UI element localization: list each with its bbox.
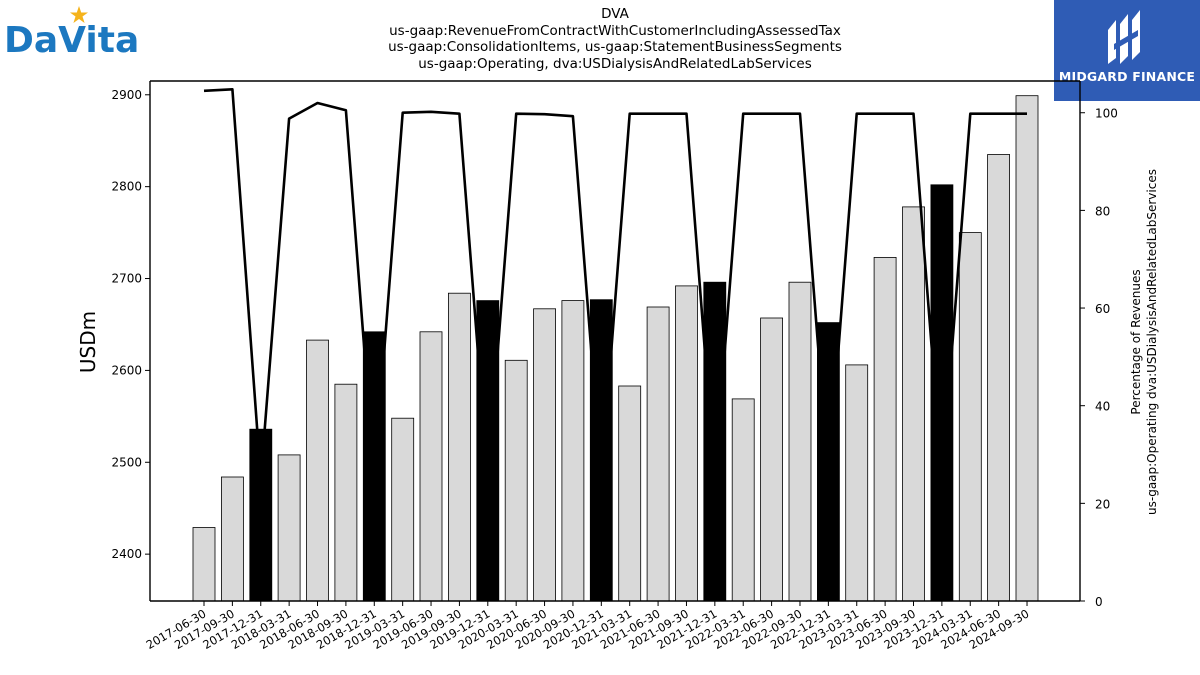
chart-title-line-2: us-gaap:RevenueFromContractWithCustomerI… [389, 22, 841, 39]
bar-2023-03-31 [845, 364, 869, 602]
percentage-line [203, 88, 1027, 481]
bar-2024-03-31 [958, 232, 982, 602]
bar-2023-09-30 [902, 206, 925, 602]
x-axis-ticks: 2017-06-302017-09-302017-12-312018-03-31… [144, 601, 1032, 652]
y-tick-label: 2800 [111, 180, 142, 194]
midgard-emblem-icon [1108, 10, 1140, 64]
bar-2020-03-31 [504, 359, 528, 602]
chart-title: DVA us-gaap:RevenueFromContractWithCusto… [315, 6, 915, 72]
bar-2017-06-30 [192, 527, 216, 602]
bar-2018-09-30 [334, 383, 358, 602]
y2-tick-label: 0 [1095, 595, 1103, 609]
left-axis-ticks: 2400 2500 2600 2700 2800 2900 [111, 88, 150, 561]
bar-2018-06-30 [306, 339, 329, 602]
y2-tick-label: 20 [1095, 497, 1110, 511]
bar-2021-12-31 [703, 281, 727, 602]
y-tick-label: 2600 [111, 363, 142, 377]
y2-tick-label: 60 [1095, 302, 1110, 316]
bar-2022-03-31 [731, 398, 755, 602]
star-icon [70, 6, 88, 23]
davita-logo-text: DaVita [4, 20, 139, 58]
y2-tick-label: 40 [1095, 400, 1110, 414]
y-tick-label: 2500 [111, 455, 142, 469]
chart-title-line-1: DVA [601, 6, 629, 22]
y2-tick-label: 80 [1095, 204, 1110, 218]
bar-2024-09-30 [1015, 95, 1039, 602]
bar-2021-09-30 [675, 285, 698, 602]
bar-2018-03-31 [277, 454, 301, 602]
bar-2024-06-30 [987, 154, 1010, 602]
chart-title-line-3: us-gaap:ConsolidationItems, us-gaap:Stat… [388, 39, 842, 55]
bar-series [192, 95, 1039, 602]
bar-2019-03-31 [391, 417, 415, 602]
bar-2019-12-31 [476, 300, 500, 602]
y-tick-label: 2900 [111, 88, 142, 102]
bar-2021-03-31 [618, 385, 642, 602]
chart-title-line-4: us-gaap:Operating, dva:USDialysisAndRela… [418, 55, 812, 72]
bar-2021-06-30 [646, 306, 670, 602]
bar-2022-09-30 [788, 281, 812, 602]
y2-axis-label-line-1: Percentage of Revenues [1129, 269, 1143, 414]
y-axis-label: USDm [76, 311, 100, 373]
bar-2017-12-31 [249, 428, 273, 602]
line-series [203, 88, 1027, 481]
bar-2020-06-30 [533, 308, 556, 602]
y2-tick-label: 100 [1095, 107, 1118, 121]
right-axis-ticks: 0 20 40 60 80 100 [1080, 107, 1118, 609]
davita-logo: DaVita [2, 4, 142, 61]
y-tick-label: 2700 [111, 272, 142, 286]
bar-2022-06-30 [760, 317, 783, 602]
chart-axes [149, 80, 1081, 602]
midgard-brand-text: MIDGARD FINANCE [1058, 69, 1196, 84]
bar-2017-09-30 [220, 476, 244, 602]
bar-2019-09-30 [447, 292, 471, 602]
bar-2020-12-31 [589, 299, 613, 602]
y2-axis-label-line-2: us-gaap:Operating dva:USDialysisAndRelat… [1145, 169, 1159, 515]
midgard-finance-logo: MIDGARD FINANCE [1054, 0, 1200, 101]
bar-2023-06-30 [873, 256, 897, 602]
bar-2019-06-30 [419, 331, 443, 602]
bar-2020-09-30 [561, 300, 585, 602]
y-tick-label: 2400 [111, 547, 142, 561]
